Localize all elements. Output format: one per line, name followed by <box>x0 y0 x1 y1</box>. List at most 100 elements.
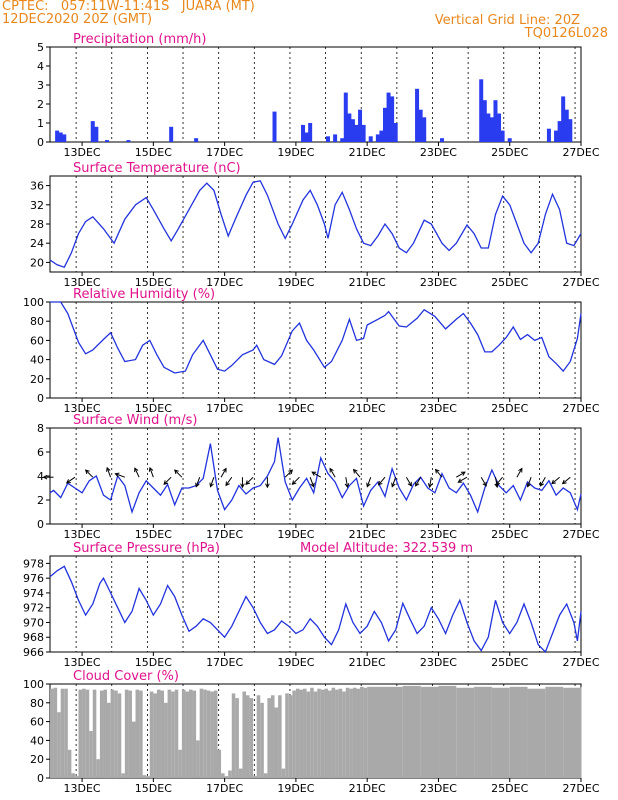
wind-arrow-shaft-34 <box>495 476 503 486</box>
cloud-bar-66 <box>285 693 289 778</box>
wind-arrow-32 <box>480 476 487 487</box>
x-tick-label-1-2: 17DEC <box>206 276 243 289</box>
x-tick-label-2-1: 15DEC <box>135 402 172 415</box>
wind-arrow-16 <box>284 469 294 478</box>
wind-arrow-shaft-29 <box>435 469 443 478</box>
cloud-bar-92 <box>420 686 439 778</box>
cloud-bar-79 <box>331 687 336 778</box>
cloud-bar-42 <box>199 688 204 778</box>
y-tick-label-2-0: 0 <box>37 392 44 405</box>
precip-bar-36 <box>489 117 494 142</box>
precip-bar-40 <box>507 138 512 142</box>
wind-arrow-head-39 <box>561 479 567 485</box>
cloud-bar-54 <box>242 691 247 778</box>
x-tick-label-3-7: 27DEC <box>562 528 599 541</box>
x-tick-label-5-7: 27DEC <box>562 782 599 795</box>
precip-bar-27 <box>390 96 395 142</box>
station-header: CPTEC: 057:11W-11:41S JUARA (MT) <box>2 0 255 14</box>
x-tick-label-5-1: 15DEC <box>135 782 172 795</box>
precip-bar-0 <box>55 130 60 142</box>
wind-arrow-head-19 <box>311 471 317 476</box>
cloud-bar-67 <box>288 695 293 778</box>
wind-arrow-shaft-2 <box>85 469 94 478</box>
wind-arrow-head-37 <box>539 481 545 487</box>
precip-bar-6 <box>126 140 131 142</box>
wind-arrow-shaft-23 <box>366 477 372 487</box>
cloud-bar-83 <box>345 687 350 778</box>
wind-arrow-31 <box>457 476 468 483</box>
cloud-bar-39 <box>188 689 193 778</box>
precip-bar-44 <box>561 96 566 142</box>
wind-arrow-shaft-32 <box>480 476 487 487</box>
wind-arrow-shaft-12 <box>225 476 233 486</box>
cloud-bar-56 <box>249 698 254 778</box>
wind-arrow-39 <box>561 476 571 485</box>
cloud-bar-70 <box>299 689 304 778</box>
y-tick-label-4-0: 966 <box>23 646 44 659</box>
y-tick-label-2-3: 60 <box>30 334 44 347</box>
precip-bar-2 <box>62 134 67 142</box>
wind-arrow-9 <box>195 477 201 488</box>
wind-arrow-4 <box>114 472 126 478</box>
wind-arrow-head-32 <box>482 481 487 487</box>
precip-bar-24 <box>379 130 384 142</box>
cloud-bar-82 <box>342 691 346 778</box>
wind-arrow-shaft-14 <box>245 476 254 485</box>
precip-bar-46 <box>568 119 573 142</box>
precip-bar-11 <box>304 132 309 142</box>
cloud-bar-1 <box>53 687 58 778</box>
cloud-bar-81 <box>338 688 343 778</box>
cloud-bar-29 <box>153 693 157 778</box>
wind-arrow-shaft-24 <box>378 476 386 486</box>
cloud-bar-69 <box>295 688 300 778</box>
cloud-bar-34 <box>171 691 175 778</box>
series-line-3 <box>49 437 582 515</box>
wind-arrow-head-16 <box>288 469 294 475</box>
y-tick-label-4-5: 976 <box>23 572 44 585</box>
y-tick-label-1-0: 20 <box>30 256 44 269</box>
precip-bar-1 <box>58 132 63 142</box>
model-id: TQ0126L028 <box>524 26 608 41</box>
cloud-bar-65 <box>281 768 286 778</box>
y-tick-label-1-1: 24 <box>30 237 44 250</box>
precip-bar-22 <box>368 136 373 142</box>
y-tick-label-0-5: 5 <box>37 41 44 54</box>
y-tick-label-1-2: 28 <box>30 218 44 231</box>
wind-arrow-head-25 <box>391 482 396 488</box>
precip-bar-8 <box>194 138 199 142</box>
precip-bar-20 <box>358 109 363 142</box>
wind-arrow-10 <box>209 477 215 488</box>
y-tick-label-3-4: 8 <box>37 422 44 435</box>
precip-bar-35 <box>486 113 491 142</box>
panel-title-1: Surface Temperature (nC) <box>73 161 241 176</box>
cloud-bar-22 <box>128 690 132 778</box>
cloud-bar-68 <box>292 690 296 778</box>
x-tick-label-0-6: 25DEC <box>491 146 528 159</box>
wind-arrow-head-8 <box>174 469 179 475</box>
wind-arrow-shaft-27 <box>415 476 422 487</box>
cloud-bar-35 <box>174 689 179 778</box>
x-tick-label-2-4: 21DEC <box>349 402 386 415</box>
wind-arrow-34 <box>495 476 503 486</box>
x-tick-label-3-1: 15DEC <box>135 528 172 541</box>
grid-lines-1 <box>75 176 576 272</box>
cloud-bar-73 <box>310 687 314 778</box>
cloud-bar-20 <box>121 773 125 778</box>
x-tick-label-1-5: 23DEC <box>420 276 457 289</box>
x-tick-label-0-3: 19DEC <box>277 146 314 159</box>
wind-arrow-27 <box>415 476 422 487</box>
wind-arrow-head-15 <box>265 483 270 489</box>
wind-arrow-head-5 <box>134 467 139 473</box>
wind-arrow-28 <box>427 477 433 489</box>
wind-arrow-shaft-19 <box>311 471 322 478</box>
wind-arrow-shaft-3 <box>106 467 112 478</box>
cloud-bar-44 <box>206 690 211 778</box>
wind-arrow-head-30 <box>460 471 466 476</box>
cloud-bar-2 <box>57 712 61 778</box>
wind-arrow-26 <box>405 476 412 487</box>
precip-bar-15 <box>340 138 345 142</box>
wind-arrow-21 <box>344 477 350 489</box>
wind-arrow-shaft-22 <box>353 469 361 478</box>
wind-arrow-shaft-5 <box>134 467 140 478</box>
